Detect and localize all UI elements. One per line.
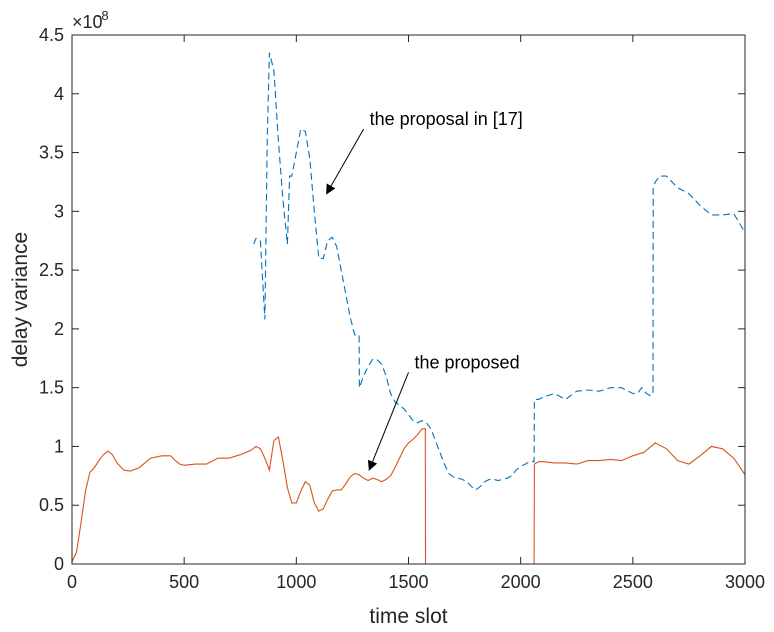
annotation-text-2: the proposed <box>415 352 520 372</box>
y-tick-label: 3.5 <box>39 143 64 163</box>
x-tick-label: 1500 <box>388 572 428 592</box>
y-exponent-power: -8 <box>97 8 109 23</box>
y-tick-label: 1.5 <box>39 378 64 398</box>
series-layer <box>71 52 746 565</box>
annotation-layer: the proposal in [17] the proposed <box>326 109 523 471</box>
y-tick-label: 2 <box>54 319 64 339</box>
y-exponent-base: ×10 <box>72 12 103 32</box>
y-axis-label: delay variance <box>9 232 32 367</box>
ticks-layer: 0 500 1000 1500 2000 2500 3000 0 0.5 1 1.5 2 2.5 3 3.5… <box>39 25 765 592</box>
x-tick-label: 1000 <box>276 572 316 592</box>
y-tick-label: 0.5 <box>39 495 64 515</box>
plot-background <box>72 35 745 564</box>
annotation-arrow-2 <box>367 372 409 471</box>
series-line-1 <box>253 52 746 491</box>
y-tick-label: 4 <box>54 84 64 104</box>
y-tick-label: 0 <box>54 554 64 574</box>
x-tick-label: 2000 <box>501 572 541 592</box>
series-line-2 <box>71 428 746 565</box>
x-tick-label: 0 <box>67 572 77 592</box>
x-tick-label: 3000 <box>725 572 765 592</box>
y-tick-label: 1 <box>54 436 64 456</box>
x-tick-label: 500 <box>169 572 199 592</box>
y-tick-label: 3 <box>54 201 64 221</box>
y-tick-label: 4.5 <box>39 25 64 45</box>
y-tick-label: 2.5 <box>39 260 64 280</box>
x-tick-label: 2500 <box>613 572 653 592</box>
x-axis-label: time slot <box>369 605 447 628</box>
annotation-arrow-1 <box>326 128 365 195</box>
annotation-text-1: the proposal in [17] <box>370 109 523 129</box>
